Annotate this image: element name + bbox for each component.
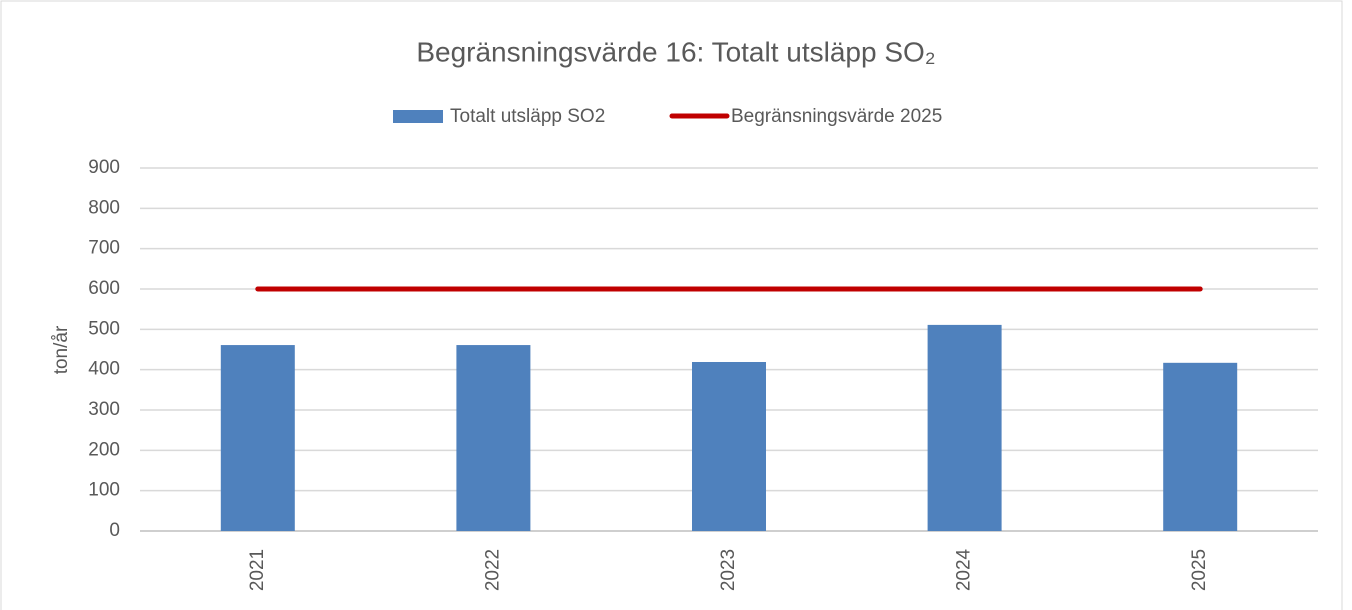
bar (1163, 362, 1238, 531)
bar (927, 324, 1002, 531)
y-tick-label: 900 (88, 157, 120, 178)
chart-title: Begränsningsvärde 16: Totalt utsläpp SO₂ (416, 36, 935, 67)
x-tick-label: 2023 (718, 549, 739, 591)
x-tick-label: 2022 (482, 549, 503, 591)
legend-label: Begränsningsvärde 2025 (731, 106, 942, 127)
x-tick-label: 2024 (954, 548, 975, 591)
y-tick-label: 100 (88, 480, 120, 501)
y-tick-label: 800 (88, 197, 120, 218)
bar (692, 362, 766, 531)
bar (456, 345, 531, 531)
y-tick-label: 700 (88, 238, 120, 259)
bar (220, 345, 295, 531)
x-tick-label: 2025 (1189, 549, 1210, 591)
y-axis-label: ton/år (51, 325, 72, 374)
legend-swatch (393, 110, 443, 123)
y-tick-label: 300 (88, 399, 120, 420)
y-tick-label: 400 (88, 359, 120, 380)
y-tick-label: 200 (88, 439, 120, 460)
y-tick-label: 0 (109, 520, 120, 541)
y-tick-label: 500 (88, 318, 120, 339)
legend-label: Totalt utsläpp SO2 (450, 106, 605, 127)
x-tick-label: 2021 (247, 549, 268, 591)
y-tick-label: 600 (88, 278, 120, 299)
